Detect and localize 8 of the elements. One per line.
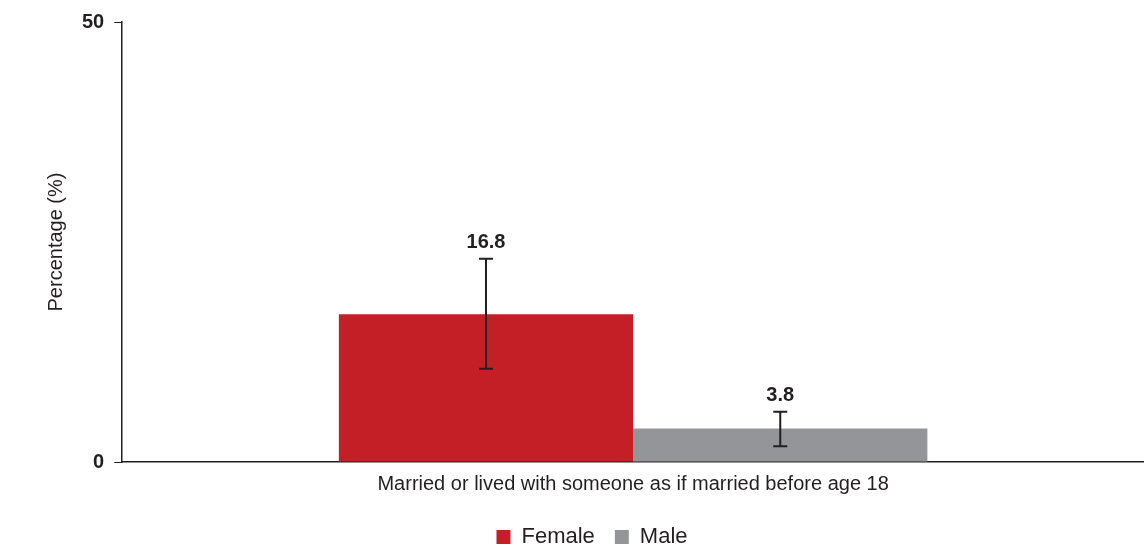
data-label: 3.8	[766, 383, 795, 406]
x-tick-label: Married or lived with someone as if married before age 18	[377, 471, 889, 494]
y-axis-title: Percentage (%)	[43, 172, 66, 312]
data-label: 16.8	[466, 230, 506, 253]
y-tick-label: 50	[82, 9, 105, 32]
legend-label: Male	[639, 523, 688, 549]
y-tick-label: 0	[93, 449, 105, 472]
legend-label: Female	[521, 523, 595, 549]
